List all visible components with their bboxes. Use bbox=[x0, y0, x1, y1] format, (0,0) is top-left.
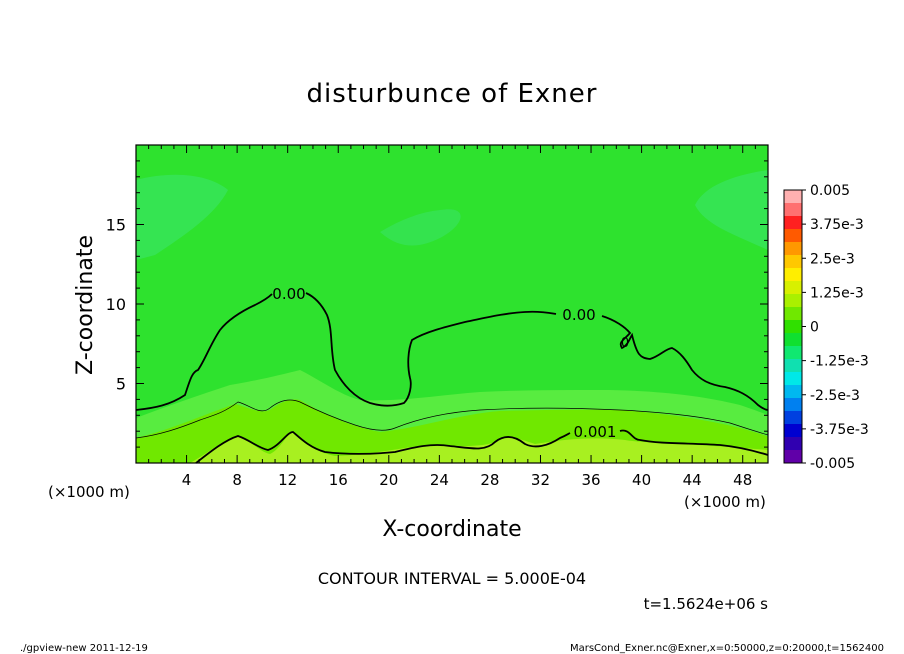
colorbar-label: -3.75e-3 bbox=[810, 422, 869, 438]
colorbar-cell bbox=[784, 424, 802, 438]
field-top-right-light bbox=[695, 170, 768, 250]
colorbar-cell bbox=[784, 385, 802, 399]
colorbar-cell bbox=[784, 229, 802, 243]
time-label: t=1.5624e+06 s bbox=[644, 595, 769, 613]
x-tick-label: 12 bbox=[278, 471, 297, 489]
colorbar-cell bbox=[784, 203, 802, 217]
x-tick-label: 4 bbox=[182, 471, 192, 489]
colorbar-label: 3.75e-3 bbox=[810, 217, 864, 233]
x-tick-label: 16 bbox=[329, 471, 348, 489]
colorbar-label: 0.005 bbox=[810, 183, 850, 199]
plot-area: 0.00 0.00 0 0.001 bbox=[135, 144, 769, 464]
colorbar-cell bbox=[784, 372, 802, 386]
contour-label: 0.00 bbox=[562, 306, 595, 324]
field-top-mid-light bbox=[380, 209, 461, 246]
colorbar-labels: 0.005 3.75e-3 2.5e-3 1.25e-3 0 -1.25e-3 -2.5e-… bbox=[802, 183, 869, 472]
contour-zero-line bbox=[135, 292, 769, 411]
colorbar-cell bbox=[784, 333, 802, 347]
contour-label: 0 bbox=[621, 336, 629, 351]
colorbar-cell bbox=[784, 398, 802, 412]
colorbar-cell bbox=[784, 294, 802, 308]
colorbar-label: -0.005 bbox=[810, 456, 855, 472]
y-axis: 5 10 15 bbox=[106, 160, 768, 448]
colorbar-label: -1.25e-3 bbox=[810, 354, 869, 370]
colorbar-cell bbox=[784, 359, 802, 373]
colorbar-cell bbox=[784, 281, 802, 295]
colorbar-cell bbox=[784, 346, 802, 360]
x-tick-label: 8 bbox=[232, 471, 242, 489]
x-tick-label: 24 bbox=[430, 471, 449, 489]
colorbar-cell bbox=[784, 450, 802, 464]
x-tick-label: 44 bbox=[683, 471, 702, 489]
y-tick-label: 5 bbox=[116, 375, 126, 394]
colorbar-label: 1.25e-3 bbox=[810, 285, 864, 301]
x-axis-label: X-coordinate bbox=[382, 517, 521, 542]
x-axis: 4 8 12 16 20 24 28 32 36 40 44 48 bbox=[148, 145, 756, 489]
colorbar-cells bbox=[784, 190, 802, 464]
footer-right: MarsCond_Exner.nc@Exner,x=0:50000,z=0:20… bbox=[570, 643, 884, 654]
chart-title: disturbunce of Exner bbox=[307, 79, 598, 109]
field-top-left-light bbox=[136, 174, 228, 260]
y-tick-label: 10 bbox=[106, 295, 126, 314]
colorbar-cell bbox=[784, 268, 802, 282]
contour-mid-line bbox=[135, 399, 769, 439]
contour-label: 0.001 bbox=[574, 423, 617, 441]
colorbar-label: 0 bbox=[810, 320, 819, 336]
footer-left: ./gpview-new 2011-12-19 bbox=[20, 643, 148, 654]
colorbar-label: 2.5e-3 bbox=[810, 251, 855, 267]
colorbar-cell bbox=[784, 242, 802, 256]
x-unit-label-left: (×1000 m) bbox=[48, 483, 130, 501]
colorbar-cell bbox=[784, 411, 802, 425]
y-axis-label: Z-coordinate bbox=[73, 235, 98, 375]
contour-high-line bbox=[195, 429, 769, 464]
x-tick-label: 40 bbox=[632, 471, 651, 489]
contour-interval-note: CONTOUR INTERVAL = 5.000E-04 bbox=[318, 569, 586, 588]
colorbar-cell bbox=[784, 437, 802, 451]
x-tick-label: 32 bbox=[531, 471, 550, 489]
x-tick-label: 20 bbox=[379, 471, 398, 489]
contour-label: 0.00 bbox=[272, 285, 305, 303]
x-tick-label: 28 bbox=[480, 471, 499, 489]
x-tick-label: 36 bbox=[581, 471, 600, 489]
x-tick-label: 48 bbox=[733, 471, 752, 489]
colorbar-cell bbox=[784, 320, 802, 334]
colorbar-cell bbox=[784, 190, 802, 204]
colorbar-label: -2.5e-3 bbox=[810, 388, 860, 404]
colorbar-cell bbox=[784, 255, 802, 269]
x-unit-label-right: (×1000 m) bbox=[684, 493, 766, 511]
colorbar-cell bbox=[784, 307, 802, 321]
y-tick-label: 15 bbox=[106, 216, 126, 235]
colorbar-cell bbox=[784, 216, 802, 230]
colorbar: 0.005 3.75e-3 2.5e-3 1.25e-3 0 -1.25e-3 -2.5e-… bbox=[783, 183, 869, 472]
